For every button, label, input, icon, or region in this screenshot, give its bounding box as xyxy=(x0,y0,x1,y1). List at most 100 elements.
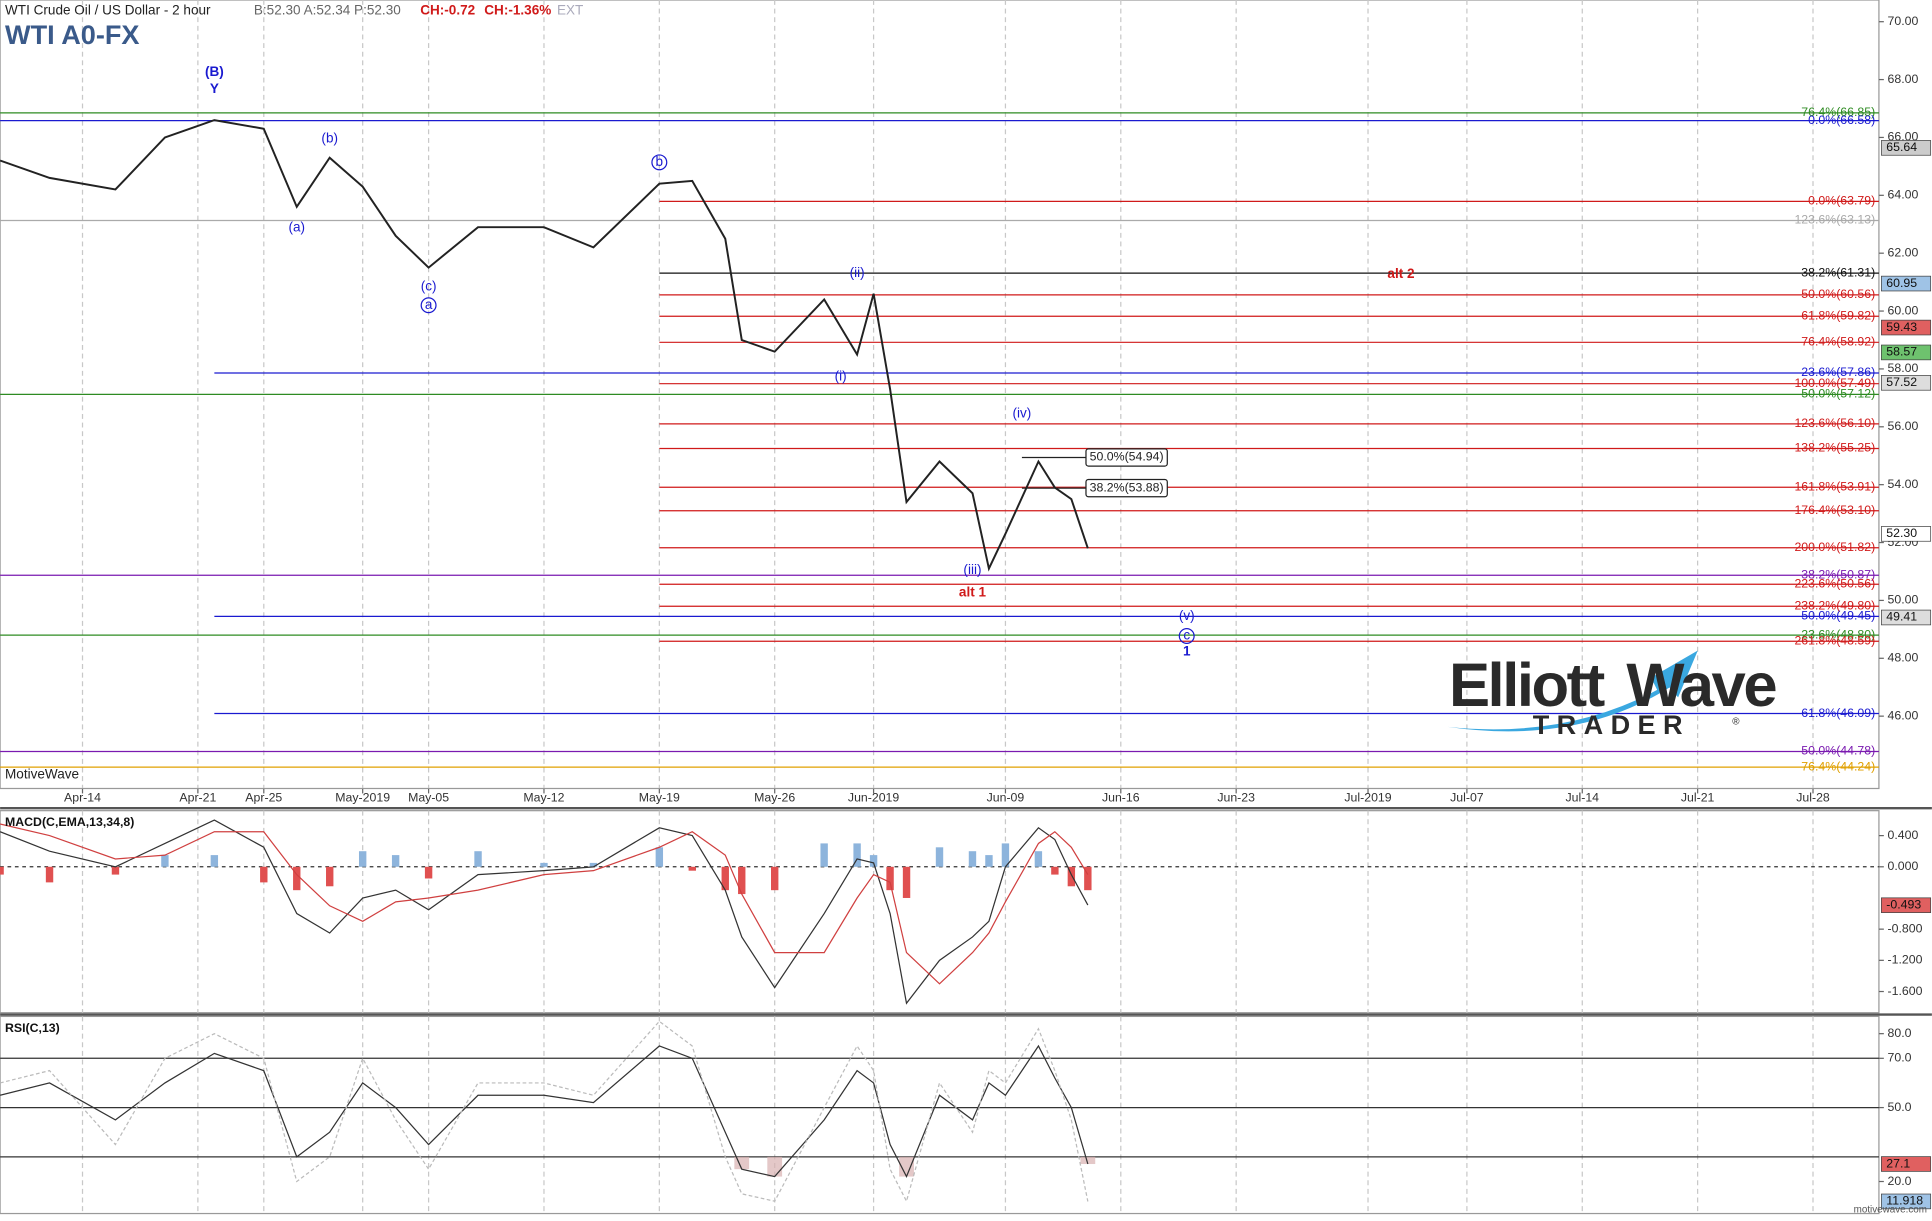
histogram-bar xyxy=(771,866,779,891)
fib-label: 61.8%(46.09) xyxy=(1801,706,1875,720)
fib-label: 50.0%(57.12) xyxy=(1801,387,1875,401)
x-tick-label: May-2019 xyxy=(335,791,390,805)
y-tick-label: -1.200 xyxy=(1888,953,1923,967)
wave-label: b xyxy=(656,154,664,169)
histogram-bar xyxy=(968,851,977,867)
x-tick-label: Apr-25 xyxy=(245,791,282,805)
wave-label: (iii) xyxy=(963,562,981,577)
histogram-bar xyxy=(721,866,729,891)
fib-label: 138.2%(55.25) xyxy=(1794,441,1875,455)
fib-label: 76.4%(58.92) xyxy=(1801,335,1875,349)
price-tag-label: 58.57 xyxy=(1886,345,1917,359)
fib-label: 100.0%(57.49) xyxy=(1794,376,1875,390)
histogram-bar xyxy=(902,866,911,898)
x-tick-label: May-19 xyxy=(639,791,680,805)
fib-label: 261.8%(48.59) xyxy=(1794,633,1875,647)
y-tick-label: -0.800 xyxy=(1888,921,1923,935)
price-tag-label: 11.918 xyxy=(1886,1194,1923,1208)
y-tick-label: 0.400 xyxy=(1888,828,1919,842)
histogram-bar xyxy=(474,851,482,867)
y-tick-label: 50.0 xyxy=(1888,1100,1912,1114)
fib-label: 38.2%(61.31) xyxy=(1801,265,1875,279)
panel-title: RSI(C,13) xyxy=(5,1021,60,1035)
wave-label: alt 2 xyxy=(1387,266,1414,281)
y-tick-label: 20.0 xyxy=(1888,1174,1912,1188)
series-line xyxy=(0,823,1089,985)
y-tick-label: 70.0 xyxy=(1888,1051,1912,1065)
fib-label: 50.0%(60.56) xyxy=(1801,287,1875,301)
wave-label: (a) xyxy=(288,219,305,234)
header-quote: B:52.30 A:52.34 P:52.30 xyxy=(254,3,401,18)
fib-box-label: 38.2%(53.88) xyxy=(1090,480,1164,494)
fib-box-label: 50.0%(54.94) xyxy=(1090,450,1164,464)
histogram-bar xyxy=(45,866,54,883)
header-title: WTI Crude Oil / US Dollar - 2 hour xyxy=(5,3,211,18)
fib-label: 0.0%(63.79) xyxy=(1808,194,1875,208)
wave-label: Y xyxy=(210,81,219,96)
series-line xyxy=(0,819,1089,1005)
histogram-bar xyxy=(1084,866,1092,891)
histogram-bar xyxy=(985,855,993,867)
x-tick-label: Jul-28 xyxy=(1796,791,1830,805)
wave-label: (v) xyxy=(1179,608,1195,623)
symbol: WTI A0-FX xyxy=(5,19,139,50)
price-tag xyxy=(1881,344,1932,361)
x-tick-label: Jul-2019 xyxy=(1344,791,1391,805)
fib-label: 0.0%(66.58) xyxy=(1808,113,1875,127)
series-line xyxy=(0,119,1089,572)
histogram-bar xyxy=(1034,851,1043,867)
price-tag xyxy=(1881,375,1932,391)
y-tick-label: 54.00 xyxy=(1888,477,1919,491)
x-tick-label: May-26 xyxy=(754,791,795,805)
wave-label: (i) xyxy=(835,369,847,384)
price-tag-label: 27.1 xyxy=(1886,1156,1910,1170)
price-tag xyxy=(1881,1193,1932,1210)
histogram-bar xyxy=(358,851,367,867)
logo-trader: TRADER xyxy=(1533,709,1690,740)
price-tag-label: 52.30 xyxy=(1886,526,1917,540)
y-tick-label: 0.000 xyxy=(1888,859,1919,873)
fib-box xyxy=(1085,448,1168,467)
fib-box xyxy=(1085,478,1168,498)
y-tick-label: 64.00 xyxy=(1888,188,1919,202)
price-tag xyxy=(1881,275,1932,292)
price-tag-label: 49.41 xyxy=(1886,610,1917,624)
y-tick-label: 58.00 xyxy=(1888,361,1919,375)
fib-label: 123.6%(63.13) xyxy=(1794,213,1875,227)
price-tag xyxy=(1881,609,1932,626)
wave-label: 1 xyxy=(1183,643,1191,658)
y-tick-label: 68.00 xyxy=(1888,72,1919,86)
price-tag-label: 60.95 xyxy=(1886,276,1917,290)
x-tick-label: Jul-07 xyxy=(1450,791,1484,805)
histogram-bar xyxy=(1001,843,1010,867)
fib-label: 38.2%(50.87) xyxy=(1801,567,1875,581)
wave-circle xyxy=(420,297,437,314)
macd-frame xyxy=(0,810,1880,1014)
x-tick-label: Apr-14 xyxy=(64,791,101,805)
fib-label: 23.6%(57.86) xyxy=(1801,365,1875,379)
wave-label: (iv) xyxy=(1013,405,1032,420)
fib-label: 50.0%(49.45) xyxy=(1801,609,1875,623)
oversold-area xyxy=(899,1156,914,1177)
fib-label: 61.8%(59.82) xyxy=(1801,309,1875,323)
histogram-bar xyxy=(326,866,334,887)
x-tick-label: Jun-16 xyxy=(1102,791,1140,805)
histogram-bar xyxy=(655,847,664,867)
wave-label: (b) xyxy=(321,130,338,145)
price-tag-label: 57.52 xyxy=(1886,375,1917,389)
histogram-bar xyxy=(589,862,598,867)
logo-elliott: Elliott xyxy=(1449,651,1605,720)
histogram-bar xyxy=(869,855,878,867)
wave-label: c xyxy=(1183,628,1190,643)
header-change: CH:-0.72 xyxy=(420,3,475,18)
y-tick-label: 62.00 xyxy=(1888,245,1919,259)
price-tag-label: 65.64 xyxy=(1886,140,1917,154)
brand: MotiveWave xyxy=(5,767,79,782)
fib-label: 123.6%(56.10) xyxy=(1794,416,1875,430)
header-change-pct: CH:-1.36% xyxy=(484,3,551,18)
price-tag xyxy=(1881,526,1932,542)
histogram-bar xyxy=(161,855,169,867)
fib-label: 176.4%(53.10) xyxy=(1794,503,1875,517)
